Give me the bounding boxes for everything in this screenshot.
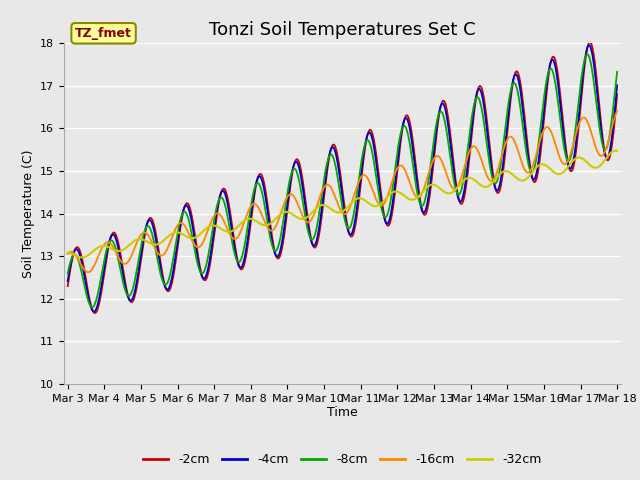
-16cm [64,251,72,257]
-16cm [84,269,92,275]
Line: -16cm: -16cm [68,111,617,272]
-8cm [613,69,621,75]
X-axis label: Time: Time [327,407,358,420]
-16cm [292,198,300,204]
-2cm [613,92,621,97]
-8cm [166,271,174,277]
-32cm [166,232,174,238]
-32cm [388,190,396,196]
-2cm [587,40,595,46]
-4cm [585,42,593,48]
-2cm [388,211,396,217]
Title: Tonzi Soil Temperatures Set C: Tonzi Soil Temperatures Set C [209,21,476,39]
-2cm [586,39,593,45]
-32cm [64,250,72,255]
-4cm [90,309,98,314]
-32cm [612,148,620,154]
-16cm [166,239,174,245]
-8cm [292,168,300,174]
-16cm [388,180,396,185]
-8cm [596,124,604,130]
-4cm [388,204,396,210]
-8cm [584,51,591,57]
-2cm [292,156,300,162]
-4cm [596,112,604,118]
-32cm [586,163,594,168]
Line: -32cm: -32cm [68,151,617,257]
Legend: -2cm, -4cm, -8cm, -16cm, -32cm: -2cm, -4cm, -8cm, -16cm, -32cm [138,448,547,471]
-8cm [64,271,72,276]
-4cm [64,278,72,284]
-32cm [292,214,300,220]
Y-axis label: Soil Temperature (C): Soil Temperature (C) [22,149,35,278]
-2cm [91,310,99,316]
-2cm [64,283,72,289]
Text: TZ_fmet: TZ_fmet [75,27,132,40]
Line: -2cm: -2cm [68,42,617,313]
-4cm [613,83,621,88]
-32cm [613,148,621,154]
-4cm [587,45,595,51]
-2cm [166,286,174,291]
-8cm [587,60,595,66]
-2cm [596,104,604,109]
-8cm [91,302,99,308]
-16cm [595,151,603,157]
-4cm [91,309,99,314]
-16cm [91,262,99,268]
-16cm [586,126,594,132]
-8cm [88,304,96,310]
-4cm [292,159,300,165]
Line: -4cm: -4cm [68,45,617,312]
-16cm [613,108,621,114]
Line: -8cm: -8cm [68,54,617,307]
-2cm [90,310,98,315]
-32cm [91,247,99,253]
-32cm [78,254,86,260]
-8cm [388,189,396,195]
-32cm [595,164,603,169]
-4cm [166,282,174,288]
